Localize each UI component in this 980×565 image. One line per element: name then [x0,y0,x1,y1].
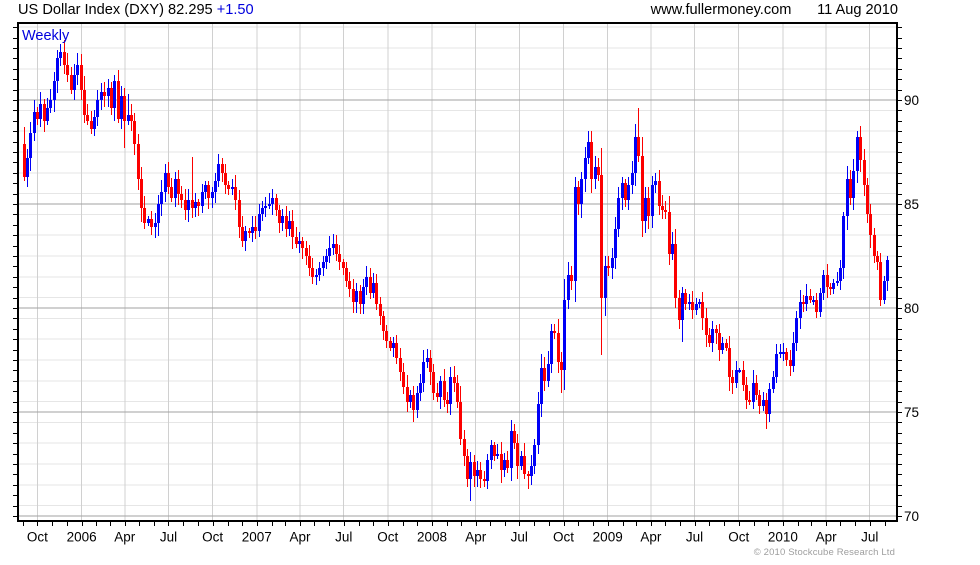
svg-text:Jul: Jul [861,530,878,545]
svg-text:www.fullermoney.com: www.fullermoney.com [650,2,792,18]
svg-text:Apr: Apr [289,530,311,545]
svg-text:Jul: Jul [160,530,177,545]
svg-text:Jul: Jul [335,530,352,545]
svg-text:Apr: Apr [114,530,136,545]
svg-text:90: 90 [904,93,919,108]
svg-text:Oct: Oct [377,530,398,545]
svg-text:Jul: Jul [511,530,528,545]
svg-text:2007: 2007 [242,530,272,545]
svg-text:Apr: Apr [465,530,487,545]
svg-text:2009: 2009 [593,530,623,545]
svg-text:Apr: Apr [640,530,662,545]
svg-text:Oct: Oct [728,530,749,545]
svg-text:US Dollar Index (DXY) 82.295 +: US Dollar Index (DXY) 82.295 +1.50 [18,2,254,18]
svg-text:11 Aug 2010: 11 Aug 2010 [817,2,898,18]
svg-text:2010: 2010 [768,530,798,545]
svg-text:80: 80 [904,301,919,316]
svg-text:85: 85 [904,197,919,212]
svg-text:2006: 2006 [67,530,97,545]
svg-text:Jul: Jul [686,530,703,545]
svg-text:Oct: Oct [27,530,48,545]
svg-text:Oct: Oct [553,530,574,545]
svg-text:2008: 2008 [417,530,447,545]
svg-text:70: 70 [904,509,919,524]
svg-text:Weekly: Weekly [22,28,70,44]
svg-text:Apr: Apr [816,530,838,545]
svg-text:© 2010 Stockcube Research Ltd: © 2010 Stockcube Research Ltd [754,547,895,558]
svg-text:Oct: Oct [202,530,223,545]
svg-text:75: 75 [904,405,919,420]
